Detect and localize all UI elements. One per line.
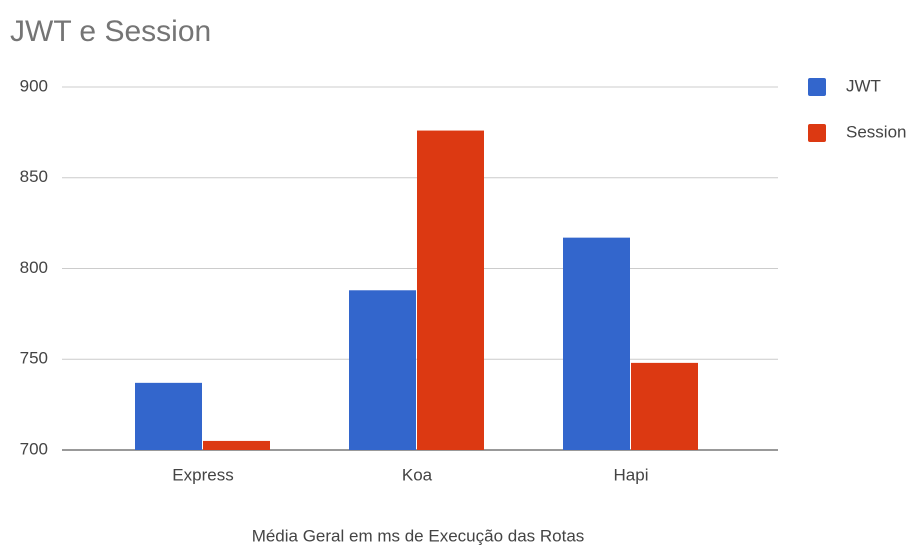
bar bbox=[135, 382, 202, 450]
y-tick-label: 850 bbox=[20, 167, 48, 186]
legend-label: Session bbox=[846, 122, 906, 141]
x-tick-label: Express bbox=[172, 465, 233, 484]
x-tick-label: Koa bbox=[402, 465, 433, 484]
legend-swatch bbox=[808, 78, 826, 96]
legend-swatch bbox=[808, 124, 826, 142]
y-tick-label: 750 bbox=[20, 349, 48, 368]
y-tick-label: 900 bbox=[20, 76, 48, 95]
x-tick-label: Hapi bbox=[614, 465, 649, 484]
bar bbox=[563, 237, 630, 450]
x-axis-label: Média Geral em ms de Execução das Rotas bbox=[252, 526, 585, 545]
bar bbox=[417, 130, 484, 450]
chart-title: JWT e Session bbox=[10, 15, 211, 48]
bar bbox=[349, 290, 416, 450]
y-tick-label: 800 bbox=[20, 258, 48, 277]
bar bbox=[631, 362, 698, 450]
legend-label: JWT bbox=[846, 76, 881, 95]
y-tick-label: 700 bbox=[20, 439, 48, 458]
bar bbox=[203, 440, 270, 450]
